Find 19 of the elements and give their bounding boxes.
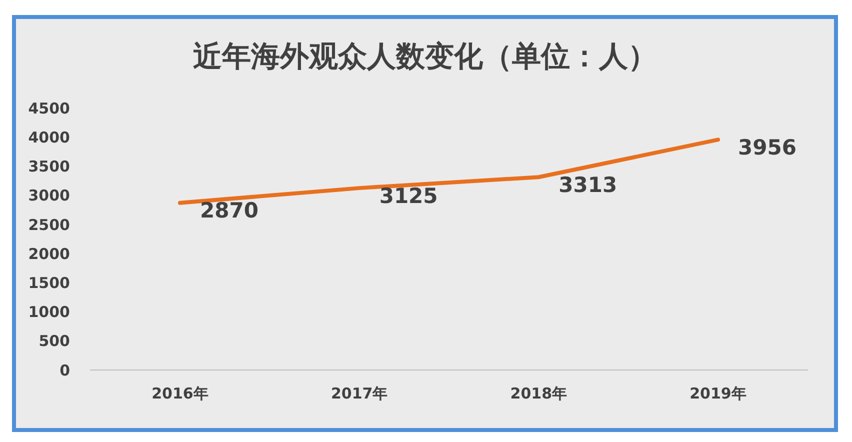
data-label: 3125 bbox=[379, 184, 438, 208]
x-tick-label: 2018年 bbox=[510, 384, 568, 403]
data-label: 3956 bbox=[738, 135, 796, 160]
y-tick-label: 0 bbox=[60, 361, 70, 380]
data-label: 3313 bbox=[558, 172, 618, 197]
y-tick-label: 4500 bbox=[28, 99, 70, 118]
data-label: 2870 bbox=[200, 198, 258, 223]
y-tick-label: 3500 bbox=[28, 158, 70, 176]
x-tick-label: 2019年 bbox=[690, 384, 746, 403]
y-tick-label: 4000 bbox=[28, 128, 70, 146]
x-tick-label: 2017年 bbox=[330, 384, 388, 403]
x-tick-label: 2016年 bbox=[152, 384, 208, 403]
y-tick-label: 3000 bbox=[28, 186, 70, 205]
y-tick-label: 1000 bbox=[28, 303, 70, 322]
y-tick-label: 500 bbox=[38, 332, 70, 350]
y-tick-label: 2000 bbox=[28, 244, 70, 263]
y-tick-label: 2500 bbox=[28, 216, 70, 234]
chart-title: 近年海外观众人数变化（单位：人） bbox=[192, 38, 658, 75]
y-tick-label: 1500 bbox=[28, 274, 70, 292]
